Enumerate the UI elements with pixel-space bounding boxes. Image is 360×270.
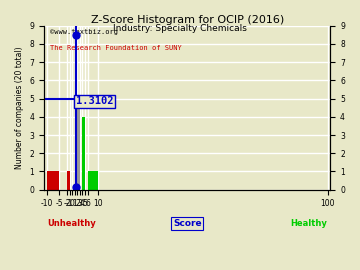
Bar — [67, 171, 70, 190]
Bar — [75, 44, 77, 190]
Text: Healthy: Healthy — [291, 219, 328, 228]
Text: 1.3102: 1.3102 — [76, 96, 113, 106]
Bar — [82, 117, 85, 190]
Bar — [47, 171, 59, 190]
Text: Unhealthy: Unhealthy — [47, 219, 96, 228]
Text: ©www.textbiz.org: ©www.textbiz.org — [50, 29, 118, 35]
Y-axis label: Number of companies (20 total): Number of companies (20 total) — [15, 46, 24, 169]
Text: Industry: Specialty Chemicals: Industry: Specialty Chemicals — [113, 24, 247, 33]
Text: The Research Foundation of SUNY: The Research Foundation of SUNY — [50, 45, 182, 52]
Bar — [77, 99, 80, 190]
Text: Score: Score — [173, 219, 202, 228]
Bar — [87, 171, 98, 190]
Title: Z-Score Histogram for OCIP (2016): Z-Score Histogram for OCIP (2016) — [91, 15, 284, 25]
